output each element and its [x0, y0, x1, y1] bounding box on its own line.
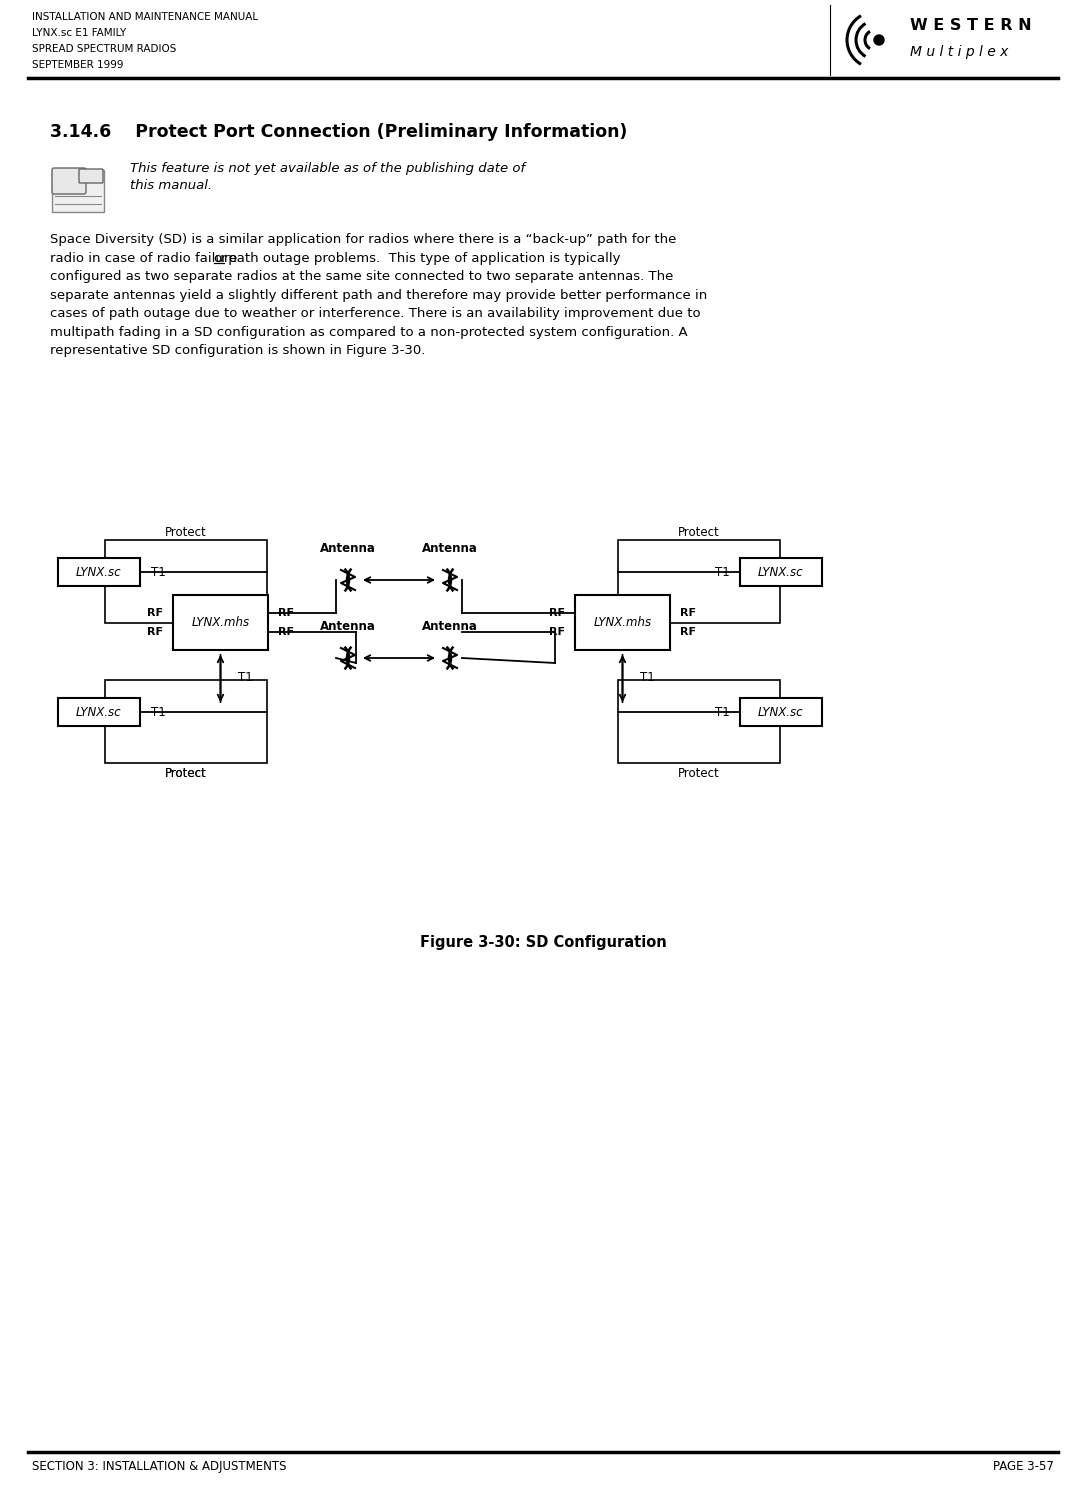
Text: T1: T1 [151, 706, 165, 718]
Text: LYNX.sc: LYNX.sc [76, 706, 122, 718]
Text: LYNX.sc: LYNX.sc [758, 706, 804, 718]
Text: PAGE 3-57: PAGE 3-57 [993, 1460, 1055, 1474]
Text: Antenna: Antenna [320, 542, 376, 555]
Text: T1: T1 [151, 565, 165, 579]
Text: Antenna: Antenna [320, 619, 376, 633]
Text: Figure 3-30: SD Configuration: Figure 3-30: SD Configuration [419, 935, 667, 950]
Text: SECTION 3: INSTALLATION & ADJUSTMENTS: SECTION 3: INSTALLATION & ADJUSTMENTS [31, 1460, 287, 1474]
Text: This feature is not yet available as of the publishing date of: This feature is not yet available as of … [130, 162, 526, 175]
Text: W E S T E R N: W E S T E R N [910, 18, 1032, 33]
Bar [618, 681, 780, 763]
Text: RF: RF [147, 607, 163, 618]
Text: radio in case of radio failure: radio in case of radio failure [50, 251, 241, 265]
Text: T1: T1 [238, 672, 253, 684]
Text: LYNX.mhs: LYNX.mhs [191, 616, 250, 628]
Bar [105, 681, 267, 763]
Text: Protect: Protect [165, 525, 206, 539]
Text: path outage problems.  This type of application is typically: path outage problems. This type of appli… [224, 251, 621, 265]
Text: 3.14.6    Protect Port Connection (Preliminary Information): 3.14.6 Protect Port Connection (Prelimin… [50, 123, 628, 141]
Bar [58, 699, 140, 726]
Bar [740, 699, 822, 726]
Text: configured as two separate radios at the same site connected to two separate ant: configured as two separate radios at the… [50, 269, 673, 283]
Text: Antenna: Antenna [422, 542, 478, 555]
Text: or: or [214, 251, 227, 265]
Text: T1: T1 [715, 706, 730, 718]
Text: Antenna: Antenna [422, 619, 478, 633]
Text: RF: RF [278, 607, 294, 618]
Bar [105, 540, 267, 622]
Text: multipath fading in a SD configuration as compared to a non-protected system con: multipath fading in a SD configuration a… [50, 326, 687, 338]
FancyBboxPatch shape [79, 169, 103, 183]
Text: RF: RF [680, 607, 696, 618]
Text: RF: RF [550, 627, 565, 637]
Bar [740, 558, 822, 586]
Text: RF: RF [680, 627, 696, 637]
Text: INSTALLATION AND MAINTENANCE MANUAL: INSTALLATION AND MAINTENANCE MANUAL [31, 12, 258, 22]
Text: separate antennas yield a slightly different path and therefore may provide bett: separate antennas yield a slightly diffe… [50, 289, 707, 302]
FancyBboxPatch shape [52, 171, 104, 212]
Text: T1: T1 [640, 672, 655, 684]
Bar [173, 595, 268, 649]
Bar [574, 595, 670, 649]
Text: LYNX.sc E1 FAMILY: LYNX.sc E1 FAMILY [31, 28, 126, 37]
Text: RF: RF [147, 627, 163, 637]
Text: this manual.: this manual. [130, 180, 212, 191]
Text: M u l t i p l e x: M u l t i p l e x [910, 45, 1009, 58]
Circle shape [874, 34, 884, 45]
Bar [58, 558, 140, 586]
Text: LYNX.sc: LYNX.sc [758, 565, 804, 579]
Text: LYNX.sc: LYNX.sc [76, 565, 122, 579]
Text: Protect: Protect [678, 525, 720, 539]
FancyBboxPatch shape [52, 168, 86, 194]
Text: RF: RF [278, 627, 294, 637]
Text: representative SD configuration is shown in Figure 3-30.: representative SD configuration is shown… [50, 344, 426, 358]
Text: Space Diversity (SD) is a similar application for radios where there is a “back-: Space Diversity (SD) is a similar applic… [50, 233, 677, 245]
Text: Protect: Protect [678, 766, 720, 779]
Text: cases of path outage due to weather or interference. There is an availability im: cases of path outage due to weather or i… [50, 307, 700, 320]
Text: RF: RF [550, 607, 565, 618]
Text: Protect: Protect [165, 766, 206, 779]
Text: SPREAD SPECTRUM RADIOS: SPREAD SPECTRUM RADIOS [31, 43, 176, 54]
Text: T1: T1 [715, 565, 730, 579]
Text: SEPTEMBER 1999: SEPTEMBER 1999 [31, 60, 124, 70]
Bar [618, 540, 780, 622]
Text: Protect: Protect [165, 766, 206, 779]
Text: LYNX.mhs: LYNX.mhs [593, 616, 652, 628]
